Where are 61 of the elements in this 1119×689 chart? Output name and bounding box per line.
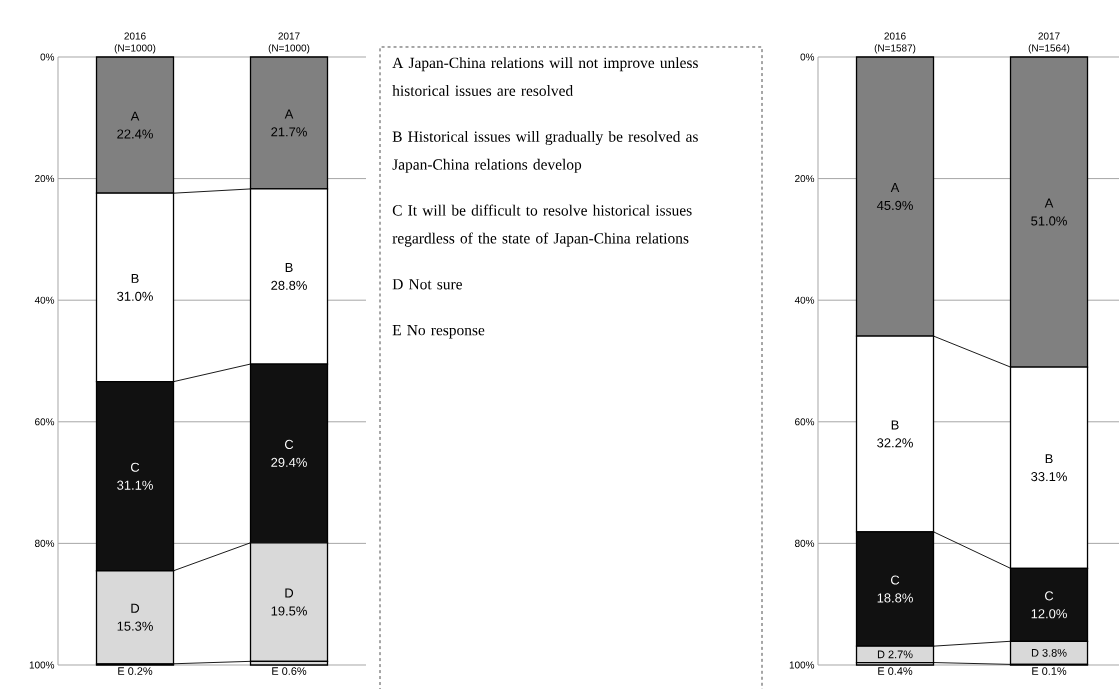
y-tick-label: 60% <box>35 418 55 426</box>
text: A <box>284 109 294 119</box>
y-tick-label: 60% <box>795 418 815 426</box>
text: B <box>285 263 293 272</box>
text: E <box>272 667 279 675</box>
text: E No response <box>392 325 485 339</box>
data-label: 0.1% <box>1042 667 1067 675</box>
data-label: 19.5% <box>271 606 307 616</box>
text: E <box>1032 667 1039 675</box>
data-label: 12.0% <box>1031 609 1067 619</box>
data-label: 51.0% <box>1031 216 1067 226</box>
data-label: 45.9% <box>876 200 913 211</box>
y-tick-label: 40% <box>34 296 55 304</box>
x-tick-label: 2017 (N=1564) <box>1028 32 1070 54</box>
text: A <box>1044 198 1054 208</box>
text: D <box>285 588 294 598</box>
text: C <box>890 575 900 585</box>
series-label: B <box>131 273 139 283</box>
series-label: E <box>118 667 125 675</box>
y-tick-label: 80% <box>34 539 55 547</box>
data-label: 28.8% <box>271 280 307 290</box>
data-label: 15.3% <box>117 621 153 631</box>
y-tick-label: 20% <box>795 175 815 183</box>
y-tick-label: 100% <box>29 661 55 669</box>
data-label: 2.7% <box>888 650 913 659</box>
x-tick-label: 2017 (N=1000) <box>268 32 310 54</box>
data-label: 18.8% <box>877 593 913 603</box>
series-label: C <box>130 462 140 472</box>
text: B Historical issues will gradually be resolved as Japan-China relations develop <box>392 130 698 173</box>
text: D <box>1031 649 1039 657</box>
data-label: 0.6% <box>282 667 307 675</box>
y-tick-label: 40% <box>794 296 815 304</box>
x-tick-label: 2016 (N=1587) <box>874 32 916 54</box>
x-tick-label: 2016 (N=1000) <box>114 32 156 54</box>
text: A Japan-China relations will not improve unless historical issues are resolved <box>392 57 698 96</box>
series-label: A <box>130 111 140 121</box>
data-label: 29.4% <box>271 457 307 467</box>
data-label: 22.4% <box>117 129 153 139</box>
text: C <box>284 439 294 450</box>
series-label: D <box>131 603 140 613</box>
series-label: E <box>878 667 885 675</box>
series-label: D <box>877 650 885 659</box>
y-tick-label: 20% <box>35 175 55 183</box>
y-tick-label: 0% <box>40 53 55 61</box>
series-label: C <box>1044 591 1054 601</box>
data-label: 0.2% <box>128 667 153 675</box>
text: B <box>1045 454 1053 464</box>
data-label: 32.2% <box>877 438 913 448</box>
data-label: 33.1% <box>1031 472 1067 482</box>
data-label: 31.0% <box>117 291 153 301</box>
data-label: 21.7% <box>271 127 307 137</box>
data-label: 31.1% <box>117 480 153 490</box>
y-tick-label: 100% <box>789 661 815 669</box>
text: C It will be difficult to resolve historical issues regardless of the state of Japan-China relations <box>392 204 692 247</box>
y-tick-label: 0% <box>800 53 815 61</box>
data-label: 0.4% <box>888 667 913 675</box>
text: D Not sure <box>392 279 462 290</box>
y-tick-label: 80% <box>794 539 815 547</box>
data-label: 3.8% <box>1042 648 1067 657</box>
series-label: B <box>891 420 899 430</box>
series-label: A <box>890 183 900 192</box>
